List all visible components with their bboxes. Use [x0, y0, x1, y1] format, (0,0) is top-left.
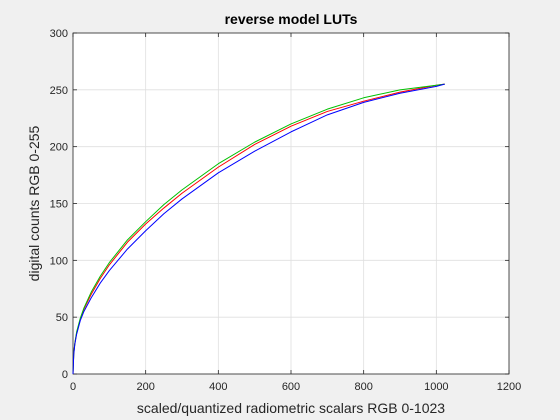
series-line-3: [72, 83, 445, 375]
series-group: [72, 83, 445, 375]
y-tick-label: 150: [50, 199, 68, 211]
y-tick-label: 0: [62, 369, 68, 381]
series-line-2: [72, 83, 445, 375]
y-axis: 0 50 100 150 200 250 300: [50, 28, 509, 381]
x-tick-label: 600: [282, 381, 300, 393]
x-tick-label: 800: [354, 381, 372, 393]
x-tick-label: 400: [209, 381, 227, 393]
x-axis: 0 200 400 600 800 1000 1200: [70, 33, 521, 393]
chart-title: reverse model LUTs: [225, 11, 358, 27]
y-tick-label: 250: [50, 85, 68, 97]
y-tick-label: 100: [50, 255, 68, 267]
x-tick-label: 1200: [497, 381, 521, 393]
x-tick-label: 0: [70, 381, 76, 393]
x-tick-label: 1000: [424, 381, 448, 393]
x-tick-label: 200: [136, 381, 154, 393]
y-tick-label: 200: [50, 142, 68, 154]
y-axis-label: digital counts RGB 0-255: [26, 125, 42, 281]
y-tick-label: 300: [50, 28, 68, 40]
x-axis-label: scaled/quantized radiometric scalars RGB…: [137, 400, 445, 416]
y-tick-label: 50: [56, 312, 68, 324]
